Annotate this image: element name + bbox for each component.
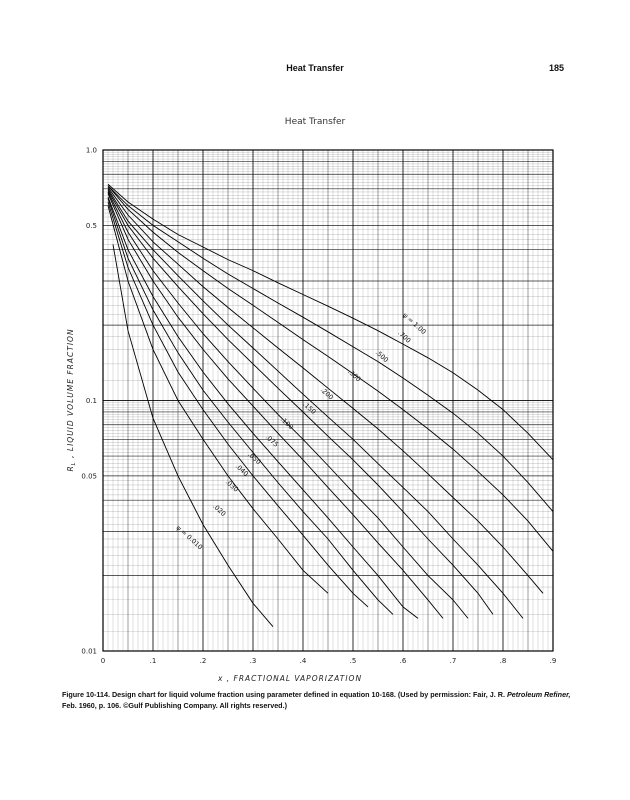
- caption-journal: Petroleum Refiner,: [506, 690, 571, 699]
- caption-rest: Feb. 1960, p. 106. ©Gulf Publishing Comp…: [62, 701, 287, 710]
- x-tick-label: .9: [550, 657, 557, 665]
- y-tick-label: 0.1: [86, 397, 97, 405]
- curve-label-10: .300: [346, 368, 362, 384]
- y-axis-title: RL , LIQUID VOLUME FRACTION: [66, 328, 77, 471]
- curve-labels: ψ = 0.010.020.030.040.050.075.100.150.20…: [175, 311, 428, 551]
- y-axis-title-text: , LIQUID VOLUME FRACTION: [66, 328, 75, 461]
- x-tick-label: .8: [500, 657, 507, 665]
- series-layer: [107, 183, 554, 627]
- grid: [103, 150, 553, 651]
- series-line-5: [107, 196, 419, 619]
- series-line-4: [107, 198, 394, 615]
- plot-frame: [102, 149, 554, 652]
- series-line-13: [107, 183, 554, 461]
- y-tick-label: 0.5: [86, 222, 97, 230]
- running-title: Heat Transfer: [286, 63, 344, 73]
- x-tick-label: .2: [200, 657, 207, 665]
- y-tick-label: 1.0: [86, 147, 97, 155]
- series-line-2: [107, 205, 329, 594]
- caption-label: Figure 10-114.: [62, 690, 110, 699]
- series-line-3: [107, 201, 369, 608]
- curve-label-6: .075: [264, 433, 280, 449]
- x-axis-ticks: 0 .1 .2 .3 .4 .5 .6 .7 .8 .9: [101, 657, 557, 665]
- curve-label-12: .700: [396, 329, 412, 345]
- curve-label-1: ψ = 0.010: [175, 524, 204, 552]
- curve-label-11: .500: [374, 349, 390, 365]
- x-axis-title: x , FRACTIONAL VAPORIZATION: [217, 674, 362, 683]
- series-line-6: [107, 193, 444, 619]
- page-number: 185: [549, 63, 565, 73]
- curve-label-2: .020: [211, 502, 227, 518]
- x-tick-label: .5: [350, 657, 357, 665]
- chart-title: Heat Transfer: [284, 117, 346, 127]
- x-tick-label: .3: [250, 657, 257, 665]
- series-line-9: [107, 188, 524, 619]
- y-tick-label: 0.05: [81, 472, 97, 480]
- y-axis-title-subscript: L: [71, 461, 77, 465]
- x-tick-label: .6: [400, 657, 407, 665]
- x-tick-label: .7: [450, 657, 457, 665]
- series-line-10: [107, 187, 544, 594]
- curve-label-5: .050: [246, 450, 262, 466]
- caption-text: Design chart for liquid volume fraction …: [109, 690, 507, 699]
- x-tick-label: .1: [150, 657, 157, 665]
- x-tick-label: .4: [300, 657, 307, 665]
- curve-label-9: .200: [319, 386, 335, 402]
- series-line-7: [107, 191, 469, 619]
- series-line-1: [112, 244, 274, 627]
- series-line-11: [107, 185, 554, 552]
- series-line-12: [107, 185, 554, 512]
- y-axis-ticks: 1.0 0.5 0.1 0.05 0.01: [81, 147, 97, 656]
- y-tick-label: 0.01: [81, 648, 97, 656]
- series-line-8: [107, 190, 494, 615]
- x-tick-label: 0: [101, 657, 105, 665]
- y-axis-title-symbol: R: [66, 465, 75, 471]
- figure-caption: Figure 10-114. Design chart for liquid v…: [62, 689, 572, 711]
